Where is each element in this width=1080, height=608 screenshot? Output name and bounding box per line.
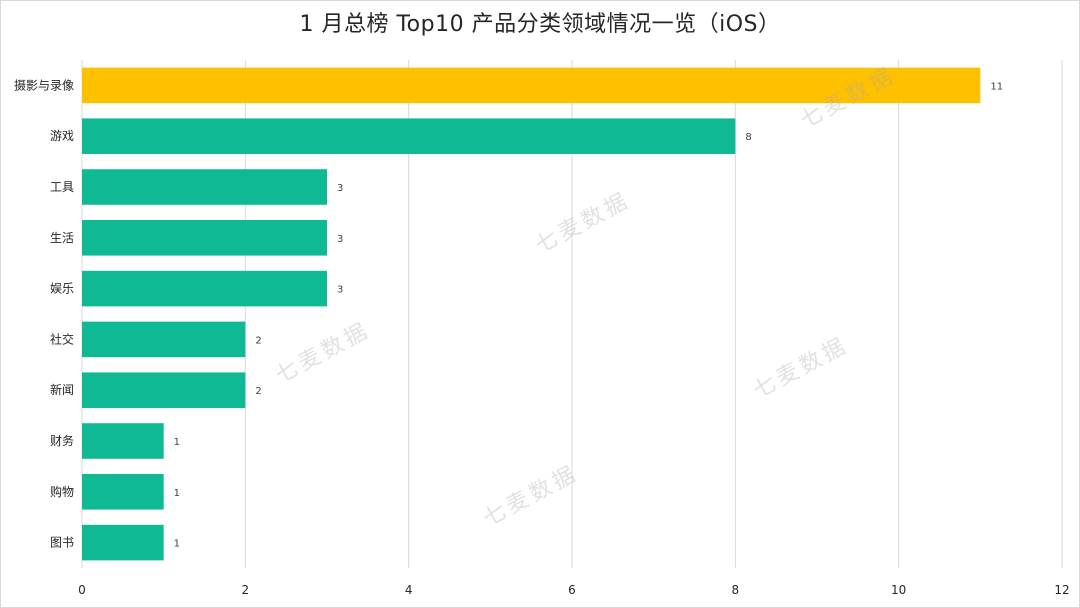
bar [82,321,246,358]
x-tick-label: 6 [568,583,576,597]
data-label: 3 [337,183,343,194]
bar [82,270,327,307]
data-label: 2 [255,335,261,346]
x-tick-label: 8 [732,583,740,597]
data-label: 8 [745,132,751,143]
category-label: 娱乐 [50,282,74,296]
data-label: 1 [174,488,180,499]
x-tick-label: 0 [78,583,86,597]
category-label: 社交 [50,331,74,346]
x-tick-label: 4 [405,583,413,597]
x-tick-label: 12 [1054,583,1069,597]
data-label: 1 [174,437,180,448]
category-label: 购物 [50,484,74,499]
bar [82,423,164,459]
category-label: 生活 [50,231,74,245]
data-label: 1 [174,539,180,550]
data-label: 11 [990,81,1003,92]
chart-title: 1 月总榜 Top10 产品分类领域情况一览（iOS） [299,12,781,37]
bar [82,118,736,154]
category-label: 图书 [50,536,74,550]
bar [82,524,164,561]
category-label: 摄影与录像 [14,77,74,92]
data-label: 2 [255,386,261,397]
data-label: 3 [337,285,343,296]
category-label: 工具 [50,180,74,194]
bar [82,67,981,104]
category-label: 财务 [50,433,74,448]
x-tick-label: 2 [242,583,250,597]
data-label: 3 [337,234,343,245]
category-label: 新闻 [50,382,74,397]
bar-layer [82,67,981,561]
category-label: 游戏 [50,129,74,143]
bar [82,474,164,510]
bar [82,169,327,205]
x-tick-label: 10 [891,583,906,597]
bar [82,220,327,256]
bar [82,372,246,408]
